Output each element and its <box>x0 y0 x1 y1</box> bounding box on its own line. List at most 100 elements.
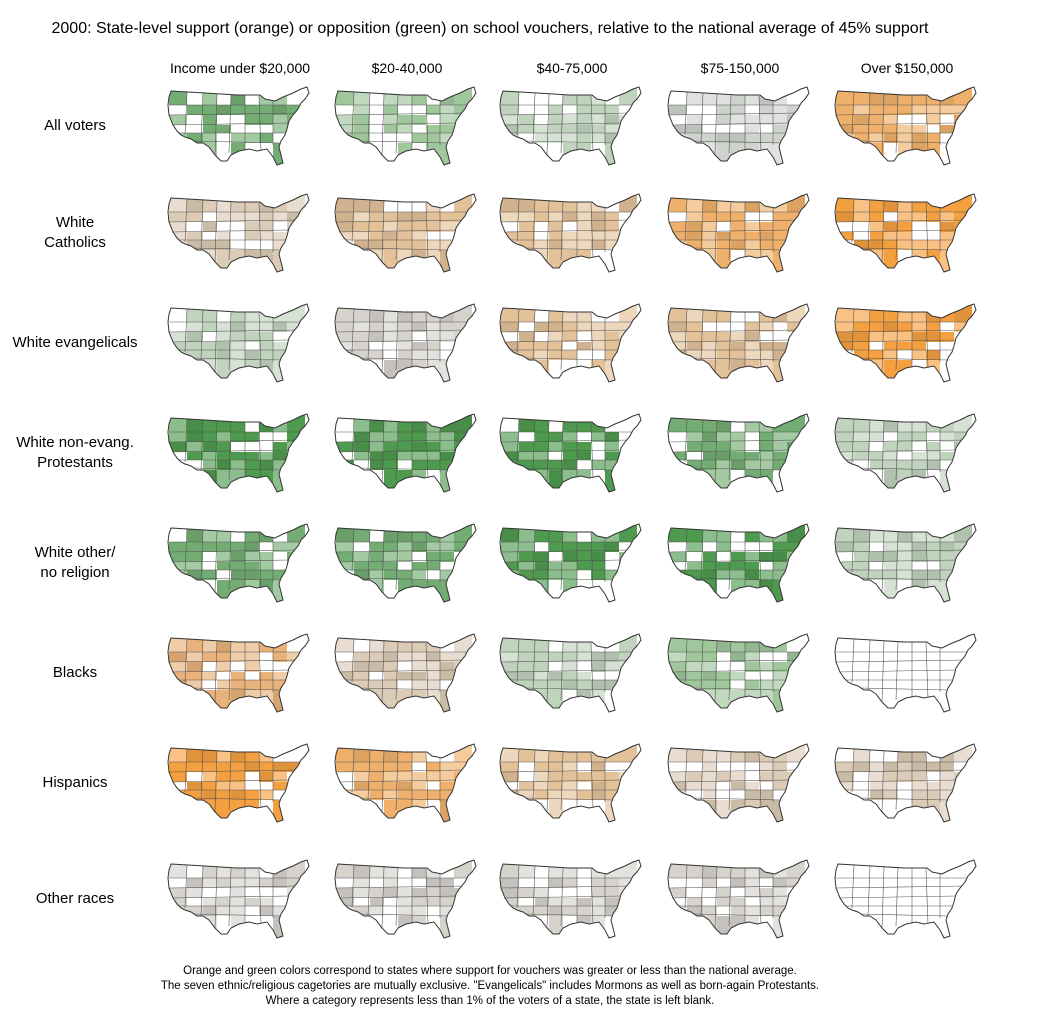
state-region <box>519 542 535 552</box>
state-region <box>687 240 703 250</box>
state-region <box>370 524 384 542</box>
state-region <box>245 133 259 143</box>
us-map-svg <box>667 633 810 713</box>
state-region <box>187 452 203 460</box>
state-region <box>549 133 563 143</box>
state-region <box>354 470 370 492</box>
state-region <box>217 916 231 938</box>
state-region <box>703 898 717 906</box>
state-region <box>259 240 273 250</box>
us-outline <box>667 86 810 166</box>
state-region <box>577 322 591 332</box>
state-border <box>335 112 467 116</box>
state-region <box>535 460 549 470</box>
state-region <box>854 432 870 442</box>
state-border <box>170 122 290 126</box>
state-border <box>692 467 782 471</box>
state-region <box>787 360 805 382</box>
state-region <box>245 680 259 690</box>
state-border <box>516 864 520 909</box>
state-region <box>912 452 926 460</box>
state-region <box>717 772 731 782</box>
state-region <box>203 87 217 105</box>
state-border <box>502 779 622 783</box>
state-region <box>687 690 703 712</box>
state-region <box>203 304 217 322</box>
state-region <box>836 888 854 898</box>
state-region <box>912 87 926 105</box>
state-region <box>926 552 940 562</box>
state-region <box>703 570 717 580</box>
state-region <box>898 524 912 542</box>
state-region <box>745 212 759 222</box>
state-region <box>940 762 954 772</box>
state-region <box>336 762 354 772</box>
state-region <box>412 762 426 772</box>
state-region <box>870 662 884 672</box>
state-region <box>669 562 687 570</box>
state-region <box>273 888 287 898</box>
state-region <box>549 652 563 662</box>
state-region <box>605 212 619 222</box>
state-region <box>619 452 637 460</box>
state-region <box>217 800 231 822</box>
state-region <box>501 888 519 898</box>
state-region <box>854 212 870 222</box>
state-region <box>549 342 563 350</box>
state-border <box>184 638 188 683</box>
state-region <box>687 680 703 690</box>
state-region <box>187 800 203 822</box>
state-region <box>336 860 354 878</box>
state-region <box>336 222 354 232</box>
state-region <box>217 350 231 360</box>
state-region <box>259 906 273 916</box>
state-region <box>398 782 412 790</box>
state-region <box>759 782 773 790</box>
state-region <box>231 460 245 470</box>
state-region <box>519 888 535 898</box>
state-region <box>273 350 287 360</box>
state-region <box>501 878 519 888</box>
state-region <box>884 87 898 105</box>
us-map-svg <box>667 743 810 823</box>
state-border <box>668 659 800 663</box>
state-region <box>169 232 187 240</box>
state-region <box>370 672 384 680</box>
us-outline <box>499 743 642 823</box>
state-region <box>854 240 870 250</box>
state-region <box>717 878 731 888</box>
state-region <box>687 916 703 938</box>
us-outline <box>667 859 810 939</box>
state-region <box>884 470 898 492</box>
state-region <box>912 304 926 322</box>
state-region <box>454 906 472 916</box>
state-border <box>335 769 467 773</box>
us-map-svg <box>834 859 977 939</box>
state-border <box>500 769 632 773</box>
state-border <box>837 449 957 453</box>
state-region <box>745 360 759 382</box>
state-region <box>384 115 398 125</box>
state-region <box>912 250 926 272</box>
state-region <box>370 87 384 105</box>
state-region <box>687 143 703 165</box>
us-map-r8-c1 <box>165 858 315 940</box>
state-border <box>192 467 282 471</box>
state-region <box>398 762 412 772</box>
state-region <box>354 906 370 916</box>
state-region <box>398 442 412 452</box>
state-region <box>549 222 563 232</box>
state-region <box>605 332 619 342</box>
state-region <box>336 570 354 580</box>
state-region <box>231 125 245 133</box>
state-border <box>700 529 704 581</box>
state-border <box>684 418 688 463</box>
state-region <box>759 452 773 460</box>
state-region <box>912 888 926 898</box>
state-region <box>687 414 703 432</box>
state-region <box>398 898 412 906</box>
state-region <box>940 662 954 672</box>
state-border <box>502 229 622 233</box>
state-region <box>398 332 412 342</box>
state-region <box>412 232 426 240</box>
